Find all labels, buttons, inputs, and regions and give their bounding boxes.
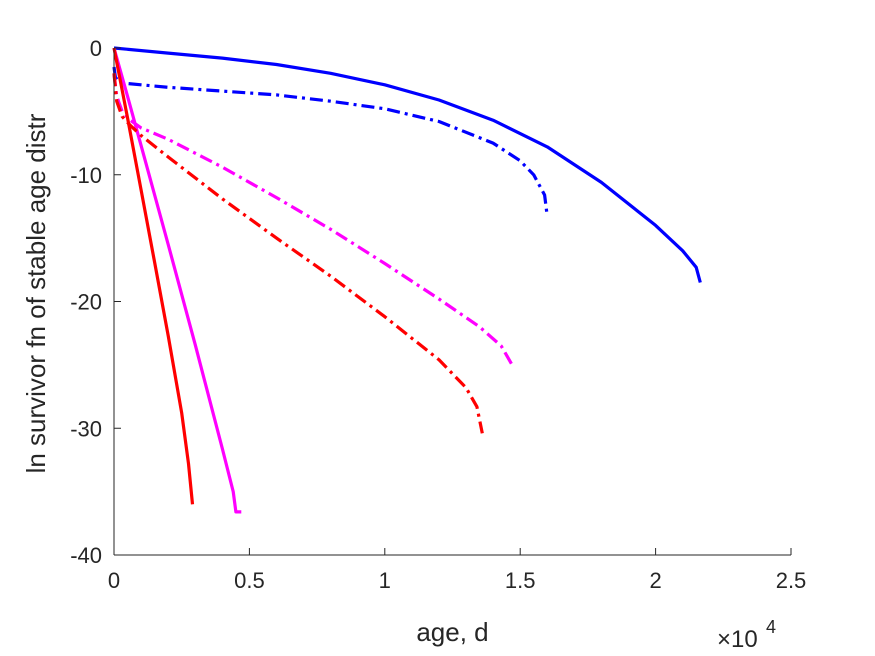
x-axis-exponent-base: ×10 <box>717 626 758 653</box>
series-line-5 <box>112 47 195 505</box>
x-axis-title: age, d <box>416 617 488 647</box>
x-tick-label: 2.5 <box>776 568 807 593</box>
axes-layer: 0 0.5 1 1.5 2 2.5 0 -10 -20 -30 -40 <box>70 36 806 593</box>
labels-layer: age, d ln survivor fn of stable age dist… <box>21 113 776 653</box>
x-axis-exponent-power: 4 <box>766 617 776 637</box>
series-layer <box>112 46 702 514</box>
y-tick-label: -20 <box>70 290 102 315</box>
x-axis-exponent: ×10 4 <box>717 617 776 653</box>
plot-background <box>114 48 791 555</box>
series-line-4 <box>112 73 514 366</box>
x-tick-label: 0.5 <box>234 568 265 593</box>
y-axis-title: ln survivor fn of stable age distr <box>21 113 51 473</box>
series-line-3 <box>112 47 242 514</box>
y-tick-label: 0 <box>90 36 102 61</box>
y-tick-label: -40 <box>70 543 102 568</box>
x-tick-label: 2 <box>649 568 661 593</box>
series-line-6 <box>112 73 484 434</box>
y-tick-label: -10 <box>70 163 102 188</box>
plot-area <box>114 48 791 555</box>
x-tick-label: 1 <box>379 568 391 593</box>
x-tick-label: 1.5 <box>505 568 536 593</box>
series-line-1 <box>113 46 702 283</box>
y-tick-label: -30 <box>70 416 102 441</box>
x-tick-label: 0 <box>108 568 120 593</box>
